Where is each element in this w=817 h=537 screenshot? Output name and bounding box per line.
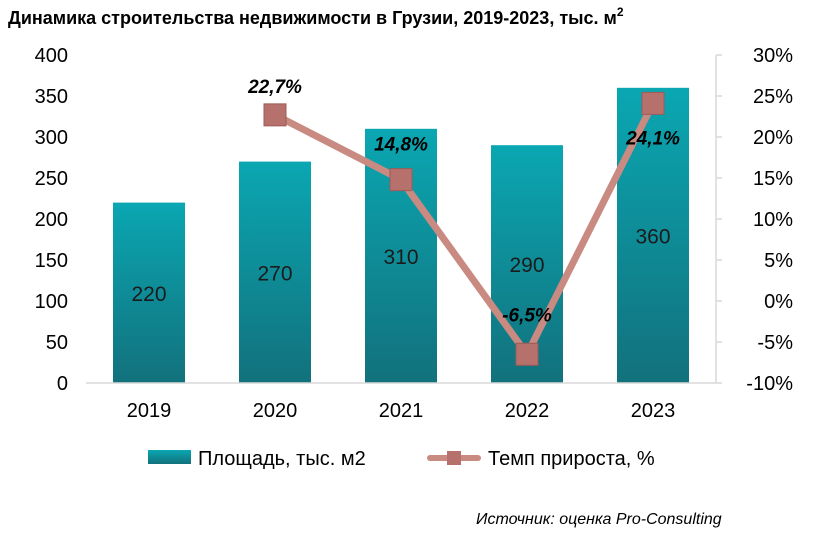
x-tick-label: 2022: [505, 400, 550, 422]
legend-label-bar: Площадь, тыс. м2: [198, 448, 366, 470]
right-tick-label: -5%: [757, 332, 793, 354]
line-series: [264, 92, 664, 365]
x-tick-label: 2019: [127, 400, 172, 422]
left-tick-label: 250: [35, 168, 68, 190]
legend-swatch-bar: [148, 450, 191, 464]
right-tick-label: 25%: [753, 86, 793, 108]
left-axis-ticks: 0 50 100 150 200 250 300 350 400: [35, 45, 68, 395]
growth-marker-2020: [264, 104, 286, 126]
bar-label-2022: 290: [509, 254, 544, 277]
chart-title-superscript: 2: [617, 5, 624, 19]
right-tick-label: -10%: [746, 373, 793, 395]
growth-line: [275, 103, 653, 354]
x-tick-label: 2023: [631, 400, 676, 422]
chart-title: Динамика строительства недвижимости в Гр…: [8, 5, 624, 28]
growth-label-2023: 24,1%: [625, 128, 680, 149]
x-tick-label: 2021: [379, 400, 424, 422]
left-tick-label: 50: [46, 332, 68, 354]
left-tick-label: 100: [35, 291, 68, 313]
bar-series: [113, 88, 689, 383]
growth-label-2022: -6,5%: [502, 305, 552, 326]
growth-label-2020: 22,7%: [247, 77, 302, 98]
left-tick-label: 200: [35, 209, 68, 231]
right-tick-label: 20%: [753, 127, 793, 149]
x-axis-ticks: 2019 2020 2021 2022 2023: [127, 400, 676, 422]
x-tick-label: 2020: [253, 400, 298, 422]
bar-label-2021: 310: [383, 246, 418, 269]
bar-label-2023: 360: [635, 225, 670, 248]
growth-marker-2021: [390, 169, 412, 191]
left-tick-label: 300: [35, 127, 68, 149]
right-tick-label: 0%: [764, 291, 793, 313]
legend-swatch-marker: [447, 451, 461, 465]
left-tick-label: 0: [57, 373, 68, 395]
growth-marker-2023: [642, 92, 664, 114]
right-axis-ticks: -10% -5% 0% 5% 10% 15% 20% 25% 30%: [716, 45, 793, 395]
right-tick-label: 5%: [764, 250, 793, 272]
chart: Динамика строительства недвижимости в Гр…: [0, 0, 817, 537]
bar-label-2020: 270: [257, 262, 292, 285]
legend: Площадь, тыс. м2 Темп прироста, %: [148, 448, 655, 470]
left-tick-label: 150: [35, 250, 68, 272]
growth-label-2021: 14,8%: [374, 135, 428, 156]
legend-label-line: Темп прироста, %: [488, 448, 655, 470]
bar-label-2019: 220: [131, 283, 166, 306]
growth-marker-2022: [516, 343, 538, 365]
right-tick-label: 10%: [753, 209, 793, 231]
line-value-labels: 22,7% 14,8% -6,5% 24,1%: [247, 77, 680, 326]
source-note: Источник: оценка Pro-Consulting: [476, 511, 722, 528]
left-tick-label: 350: [35, 86, 68, 108]
right-tick-label: 15%: [753, 168, 793, 190]
right-tick-label: 30%: [753, 45, 793, 67]
left-tick-label: 400: [35, 45, 68, 67]
